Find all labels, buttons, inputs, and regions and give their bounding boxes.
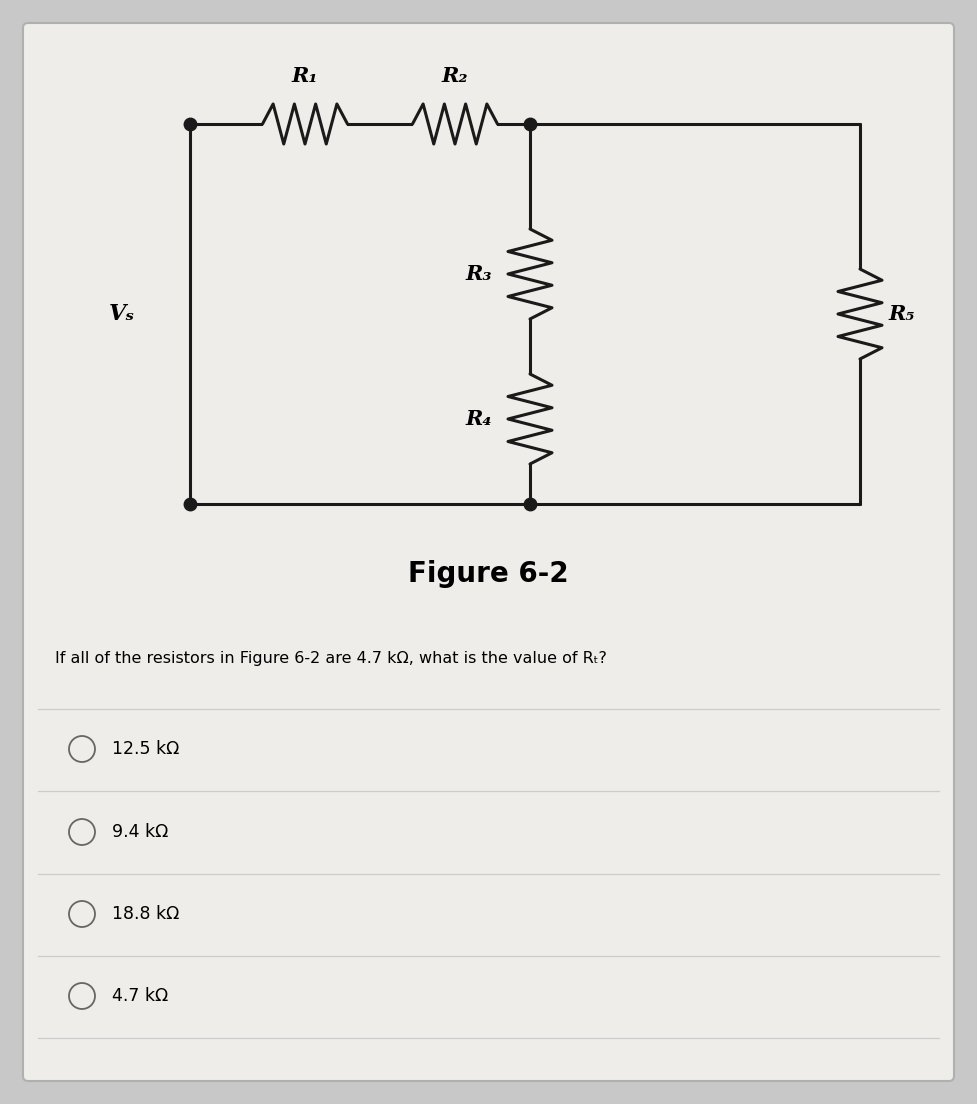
Text: R₃: R₃ xyxy=(465,264,492,284)
Text: If all of the resistors in Figure 6-2 are 4.7 kΩ, what is the value of Rₜ?: If all of the resistors in Figure 6-2 ar… xyxy=(55,651,607,667)
Text: R₂: R₂ xyxy=(442,66,468,86)
Text: R₁: R₁ xyxy=(292,66,319,86)
Text: 9.4 kΩ: 9.4 kΩ xyxy=(112,822,168,841)
Text: R₅: R₅ xyxy=(888,304,914,323)
Text: R₄: R₄ xyxy=(465,408,492,429)
Text: Figure 6-2: Figure 6-2 xyxy=(408,560,569,588)
Text: Vₛ: Vₛ xyxy=(109,302,135,325)
Text: 12.5 kΩ: 12.5 kΩ xyxy=(112,740,180,758)
Text: 4.7 kΩ: 4.7 kΩ xyxy=(112,987,168,1005)
FancyBboxPatch shape xyxy=(23,23,954,1081)
Text: 18.8 kΩ: 18.8 kΩ xyxy=(112,905,180,923)
